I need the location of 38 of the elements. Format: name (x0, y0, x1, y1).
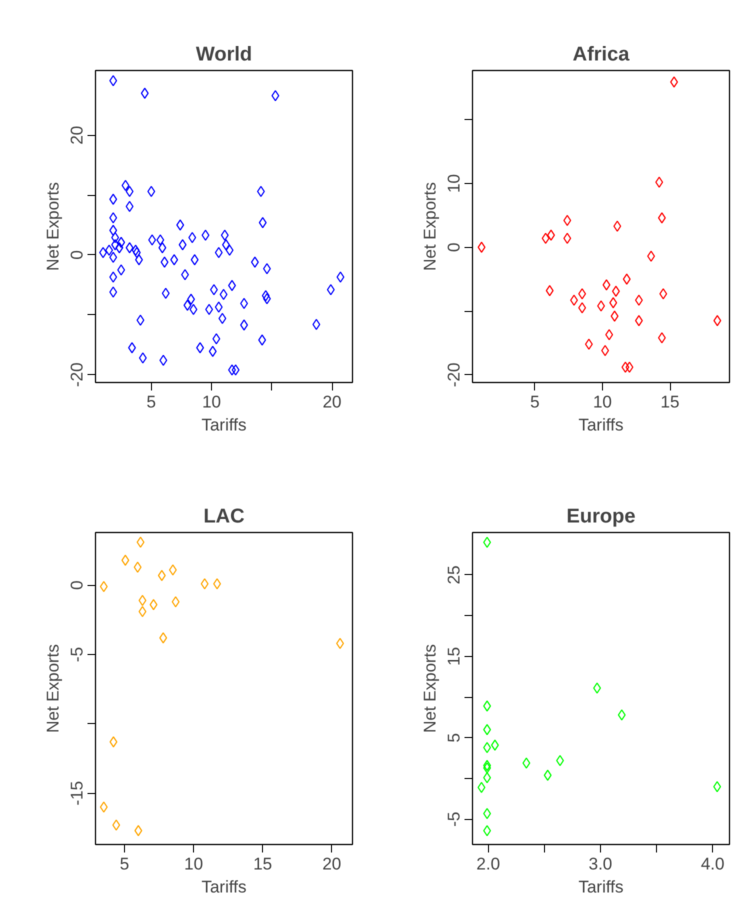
x-tick-label: 20 (322, 854, 342, 874)
x-tick-label: 20 (322, 392, 342, 412)
x-axis-title: Tariffs (201, 878, 247, 896)
x-tick-label: 4.0 (700, 854, 724, 874)
y-axis-title: Net Exports (44, 182, 62, 271)
y-tick-label: -5 (444, 812, 464, 827)
x-tick-label: 5 (120, 854, 130, 874)
y-tick-label: -20 (68, 362, 86, 387)
y-tick-label: 25 (444, 565, 464, 584)
x-tick-label: 5 (530, 392, 540, 412)
y-tick-label: 5 (444, 733, 464, 743)
x-tick-label: 5 (146, 392, 156, 412)
y-tick-label: -15 (68, 780, 86, 806)
y-tick-label: 0 (68, 580, 86, 590)
y-axis-title: Net Exports (420, 644, 440, 733)
y-tick-label: 0 (444, 242, 464, 252)
x-tick-label: 15 (253, 854, 272, 874)
x-axis-title: Tariffs (201, 416, 247, 434)
x-tick-label: 3.0 (588, 854, 612, 874)
chart-title: Europe (566, 506, 636, 528)
y-tick-label: 20 (68, 126, 86, 145)
y-tick-label: -5 (68, 646, 86, 662)
x-axis-title: Tariffs (578, 878, 624, 896)
y-axis-title: Net Exports (44, 644, 62, 733)
y-tick-label: -20 (444, 362, 464, 388)
y-tick-label: 15 (444, 646, 464, 666)
x-tick-label: 10 (592, 392, 612, 412)
chart-title: World (196, 44, 252, 66)
x-tick-label: 10 (202, 392, 221, 412)
y-tick-label: 0 (68, 250, 86, 260)
y-tick-label: 10 (444, 174, 464, 193)
x-tick-label: 10 (184, 854, 204, 874)
y-axis-title: Net Exports (420, 182, 440, 271)
chart-title: LAC (203, 506, 245, 528)
x-tick-label: 2.0 (476, 854, 500, 874)
chart-title: Africa (572, 44, 630, 66)
x-tick-label: 15 (660, 392, 680, 412)
x-axis-title: Tariffs (578, 416, 624, 434)
